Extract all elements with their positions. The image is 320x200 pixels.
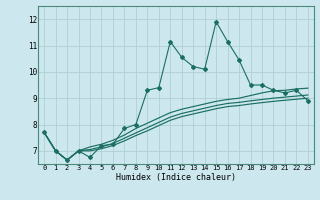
X-axis label: Humidex (Indice chaleur): Humidex (Indice chaleur) bbox=[116, 173, 236, 182]
